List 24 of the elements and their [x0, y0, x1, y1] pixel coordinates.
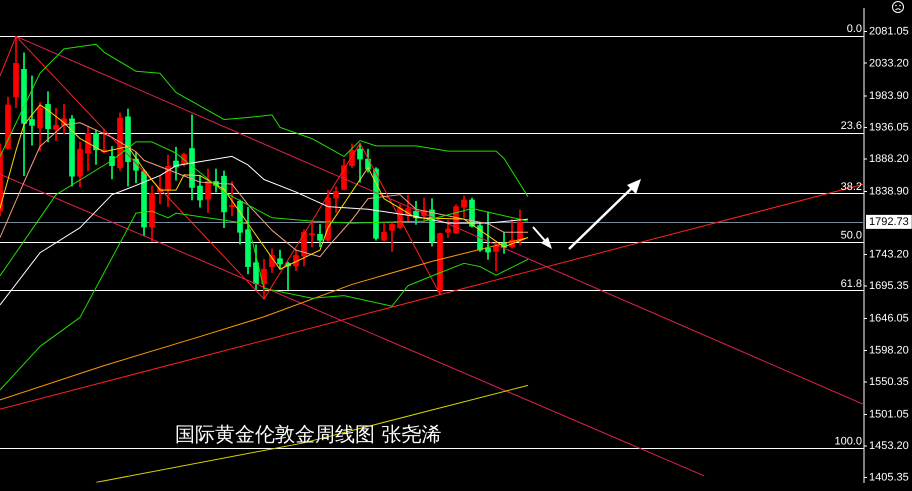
- candlestick: [29, 76, 35, 146]
- y-tick-label: 1501.05: [869, 408, 909, 420]
- y-tick-label: 2033.20: [869, 57, 909, 70]
- y-tick-label: 1646.05: [869, 312, 909, 325]
- y-tick-label: 1405.35: [869, 472, 909, 484]
- annotation: 50.0: [840, 230, 862, 242]
- annotation: 23.6: [840, 120, 862, 132]
- y-tick-label: 1838.90: [869, 185, 909, 198]
- annotation: 100.0: [834, 436, 862, 448]
- annotation: 0.0: [846, 23, 862, 36]
- y-tick-label: 1695.35: [869, 280, 909, 292]
- annotation: 61.8: [840, 278, 862, 290]
- y-tick-label: 1550.35: [869, 376, 909, 388]
- candlestick: [389, 222, 395, 252]
- candlestick: [53, 108, 59, 141]
- ref-line-label: 1792.73: [869, 216, 909, 228]
- y-tick-label: 1743.20: [869, 248, 909, 261]
- y-tick-label: 1888.20: [869, 152, 909, 165]
- y-tick-label: 1936.05: [869, 121, 909, 134]
- y-tick-label: 1453.20: [869, 440, 909, 452]
- candlestick: [309, 220, 315, 248]
- y-tick-label: 2081.05: [869, 26, 909, 38]
- y-tick-label: 1983.90: [869, 90, 909, 102]
- y-tick-label: 1598.20: [869, 344, 909, 356]
